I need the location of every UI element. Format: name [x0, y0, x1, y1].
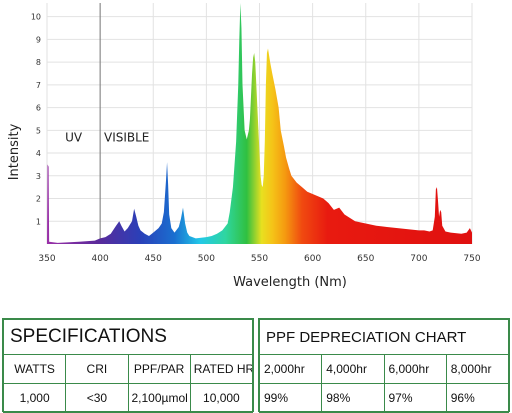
- ppf-depreciation-table: PPF DEPRECIATION CHART 2,000hr 4,000hr 6…: [258, 318, 510, 413]
- x-tick-labels: 350 400 450 500 550 600 650 700 750: [38, 254, 480, 264]
- y-tick-labels: 1 2 3 4 5 6 7 8 9 10: [31, 13, 41, 227]
- x-tick-label-8: 750: [463, 254, 480, 264]
- ppf-header-2000hr: 2,000hr: [258, 354, 323, 384]
- y-tick-label-0: 1: [36, 217, 41, 226]
- y-tick-label-4: 5: [36, 126, 41, 135]
- x-tick-label-7: 700: [410, 254, 427, 264]
- x-tick-label-1: 400: [92, 254, 109, 264]
- y-tick-label-5: 6: [36, 104, 41, 113]
- x-tick-label-2: 450: [145, 254, 162, 264]
- x-tick-label-4: 550: [251, 254, 268, 264]
- y-tick-label-3: 4: [36, 149, 41, 158]
- y-tick-label-7: 8: [36, 58, 41, 67]
- chart-grid: [46, 3, 473, 244]
- specifications-table: SPECIFICATIONS WATTS CRI PPF/PAR RATED H…: [2, 318, 254, 413]
- y-tick-label-2: 3: [36, 172, 41, 181]
- ppf-depreciation-title: PPF DEPRECIATION CHART: [259, 319, 509, 355]
- tables-area: SPECIFICATIONS WATTS CRI PPF/PAR RATED H…: [0, 318, 512, 413]
- spec-header-rated-hrs: RATED HRS: [189, 354, 254, 384]
- ppf-header-4000hr: 4,000hr: [321, 354, 385, 384]
- spec-value-rated-hrs: 10,000: [189, 383, 254, 413]
- annotations: UV VISIBLE: [65, 131, 149, 145]
- x-tick-label-3: 500: [198, 254, 215, 264]
- ppf-header-8000hr: 8,000hr: [445, 354, 510, 384]
- specifications-title: SPECIFICATIONS: [3, 319, 253, 355]
- spec-value-ppf-par: 2,100µmol: [127, 383, 191, 413]
- spec-header-cri: CRI: [65, 354, 129, 384]
- y-tick-label-8: 9: [36, 35, 41, 44]
- ppf-value-4000hr: 98%: [321, 383, 385, 413]
- x-tick-label-5: 600: [304, 254, 321, 264]
- ppf-value-6000hr: 97%: [383, 383, 447, 413]
- ppf-value-8000hr: 96%: [445, 383, 510, 413]
- annotation-uv: UV: [65, 131, 83, 145]
- y-tick-label-6: 7: [36, 81, 41, 90]
- ppf-header-6000hr: 6,000hr: [383, 354, 447, 384]
- y-axis-label: Intensity: [7, 123, 22, 180]
- spec-header-watts: WATTS: [2, 354, 67, 384]
- spec-value-cri: <30: [65, 383, 129, 413]
- spec-header-ppf-par: PPF/PAR: [127, 354, 191, 384]
- y-tick-label-1: 2: [36, 195, 41, 204]
- ppf-value-2000hr: 99%: [258, 383, 323, 413]
- spectrum-area: [47, 3, 472, 244]
- x-tick-label-0: 350: [38, 254, 55, 264]
- y-tick-label-9: 10: [31, 13, 41, 22]
- spec-value-watts: 1,000: [2, 383, 67, 413]
- x-tick-label-6: 650: [357, 254, 374, 264]
- x-axis-label: Wavelength (Nm): [233, 275, 347, 290]
- annotation-visible: VISIBLE: [104, 131, 149, 145]
